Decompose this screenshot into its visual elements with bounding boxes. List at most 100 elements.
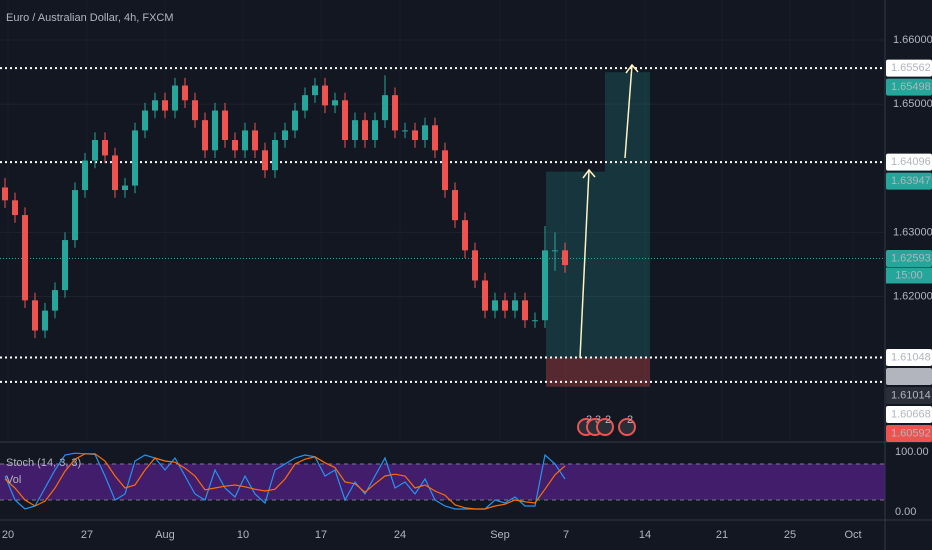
candle-body [502, 300, 508, 311]
candle-body [392, 95, 398, 131]
y-tick-label: 1.66000 [893, 34, 932, 46]
arrow [579, 169, 590, 359]
event-icon[interactable] [618, 418, 636, 436]
candle-body [272, 140, 278, 171]
x-tick-label: 17 [315, 529, 327, 541]
candle-body [452, 190, 458, 221]
candle-body [172, 85, 178, 111]
candle-body [222, 110, 228, 141]
price-badge [886, 425, 932, 443]
vol-title: Vol [6, 474, 21, 486]
candle-body [242, 130, 248, 151]
candle-body [492, 300, 498, 311]
price-badge [886, 349, 932, 367]
price-badge [886, 406, 932, 424]
candle-body [432, 125, 438, 151]
candle-body [282, 130, 288, 141]
price-badge [886, 153, 932, 171]
candle-body [252, 130, 258, 151]
candle-body [522, 300, 528, 321]
stoch-pane [0, 452, 885, 510]
event-icon[interactable] [596, 418, 614, 436]
price-badge-label: 1.65498 [891, 81, 931, 93]
x-tick-label: 20 [2, 529, 14, 541]
x-tick-label: 27 [81, 529, 93, 541]
candle-body [52, 290, 58, 311]
symbol-title: Euro / Australian Dollar, 4h, FXCM [6, 12, 174, 24]
candle-body [472, 250, 478, 281]
candle-body [72, 190, 78, 241]
candle-body [332, 100, 338, 106]
candle-body [542, 250, 548, 321]
x-tick-label: 14 [639, 529, 651, 541]
candle-body [62, 240, 68, 291]
candle-body [412, 130, 418, 141]
price-badge-label: 1.64096 [891, 156, 931, 168]
candle-body [302, 95, 308, 111]
arrow-head [625, 63, 639, 74]
x-tick-label: Aug [155, 529, 175, 541]
x-tick-label: Oct [844, 529, 861, 541]
stoch-title: Stoch (14, 3, 3) [6, 457, 81, 469]
y-tick-label: 1.63000 [893, 226, 932, 238]
candle-body [122, 185, 128, 191]
candle-body [532, 320, 538, 322]
price-badge-label: 1.60592 [891, 427, 931, 439]
candle-body [402, 130, 408, 132]
y-tick-label: 1.62000 [893, 290, 932, 302]
stop-zone [546, 357, 650, 387]
target-zone [546, 171, 605, 358]
price-badge [886, 172, 932, 190]
event-count[interactable]: 2 [586, 414, 592, 426]
candle-body [442, 150, 448, 191]
price-badge [886, 59, 932, 77]
candle-body [22, 215, 28, 301]
candle-body [42, 310, 48, 331]
stoch-tick-label: 0.00 [895, 506, 916, 518]
event-count[interactable]: 3 [595, 414, 601, 426]
candle-body [292, 110, 298, 131]
candle-body [82, 160, 88, 191]
arrow-head [582, 168, 596, 179]
price-badge-label: 1.61014 [891, 389, 931, 401]
x-tick-label: Sep [490, 529, 510, 541]
candle-body [192, 100, 198, 121]
candle-body [132, 130, 138, 186]
candle-body [162, 100, 168, 111]
candle-body [102, 140, 108, 156]
event-count[interactable]: 2 [605, 414, 611, 426]
x-tick-label: 24 [394, 529, 406, 541]
event-count[interactable]: 2 [627, 414, 633, 426]
price-badge-label: 1.63947 [891, 175, 931, 187]
candle-body [12, 200, 18, 216]
countdown-badge [886, 267, 932, 284]
price-badge-label: 1.62593 [891, 252, 931, 264]
candle-body [342, 100, 348, 141]
candle-body [2, 187, 8, 201]
price-badge [886, 387, 932, 405]
candle-body [112, 155, 118, 191]
candle-body [142, 110, 148, 131]
price-badge [886, 78, 932, 96]
candle-body [352, 120, 358, 141]
price-badge [886, 249, 932, 267]
candle-body [422, 125, 428, 141]
candle-body [92, 140, 98, 161]
candle-body [182, 85, 188, 101]
candle-body [482, 280, 488, 311]
candle-body [382, 95, 388, 121]
candle-body [562, 250, 568, 266]
candle-body [262, 150, 268, 171]
x-tick-label: 10 [237, 529, 249, 541]
x-tick-label: 7 [563, 529, 569, 541]
candle-body [312, 85, 318, 96]
x-tick-label: 25 [784, 529, 796, 541]
x-tick-label: 21 [716, 529, 728, 541]
candle-body [212, 110, 218, 151]
candle-body [362, 120, 368, 141]
candle-body [202, 120, 208, 151]
candle-body [152, 100, 158, 111]
arrow [624, 64, 633, 159]
